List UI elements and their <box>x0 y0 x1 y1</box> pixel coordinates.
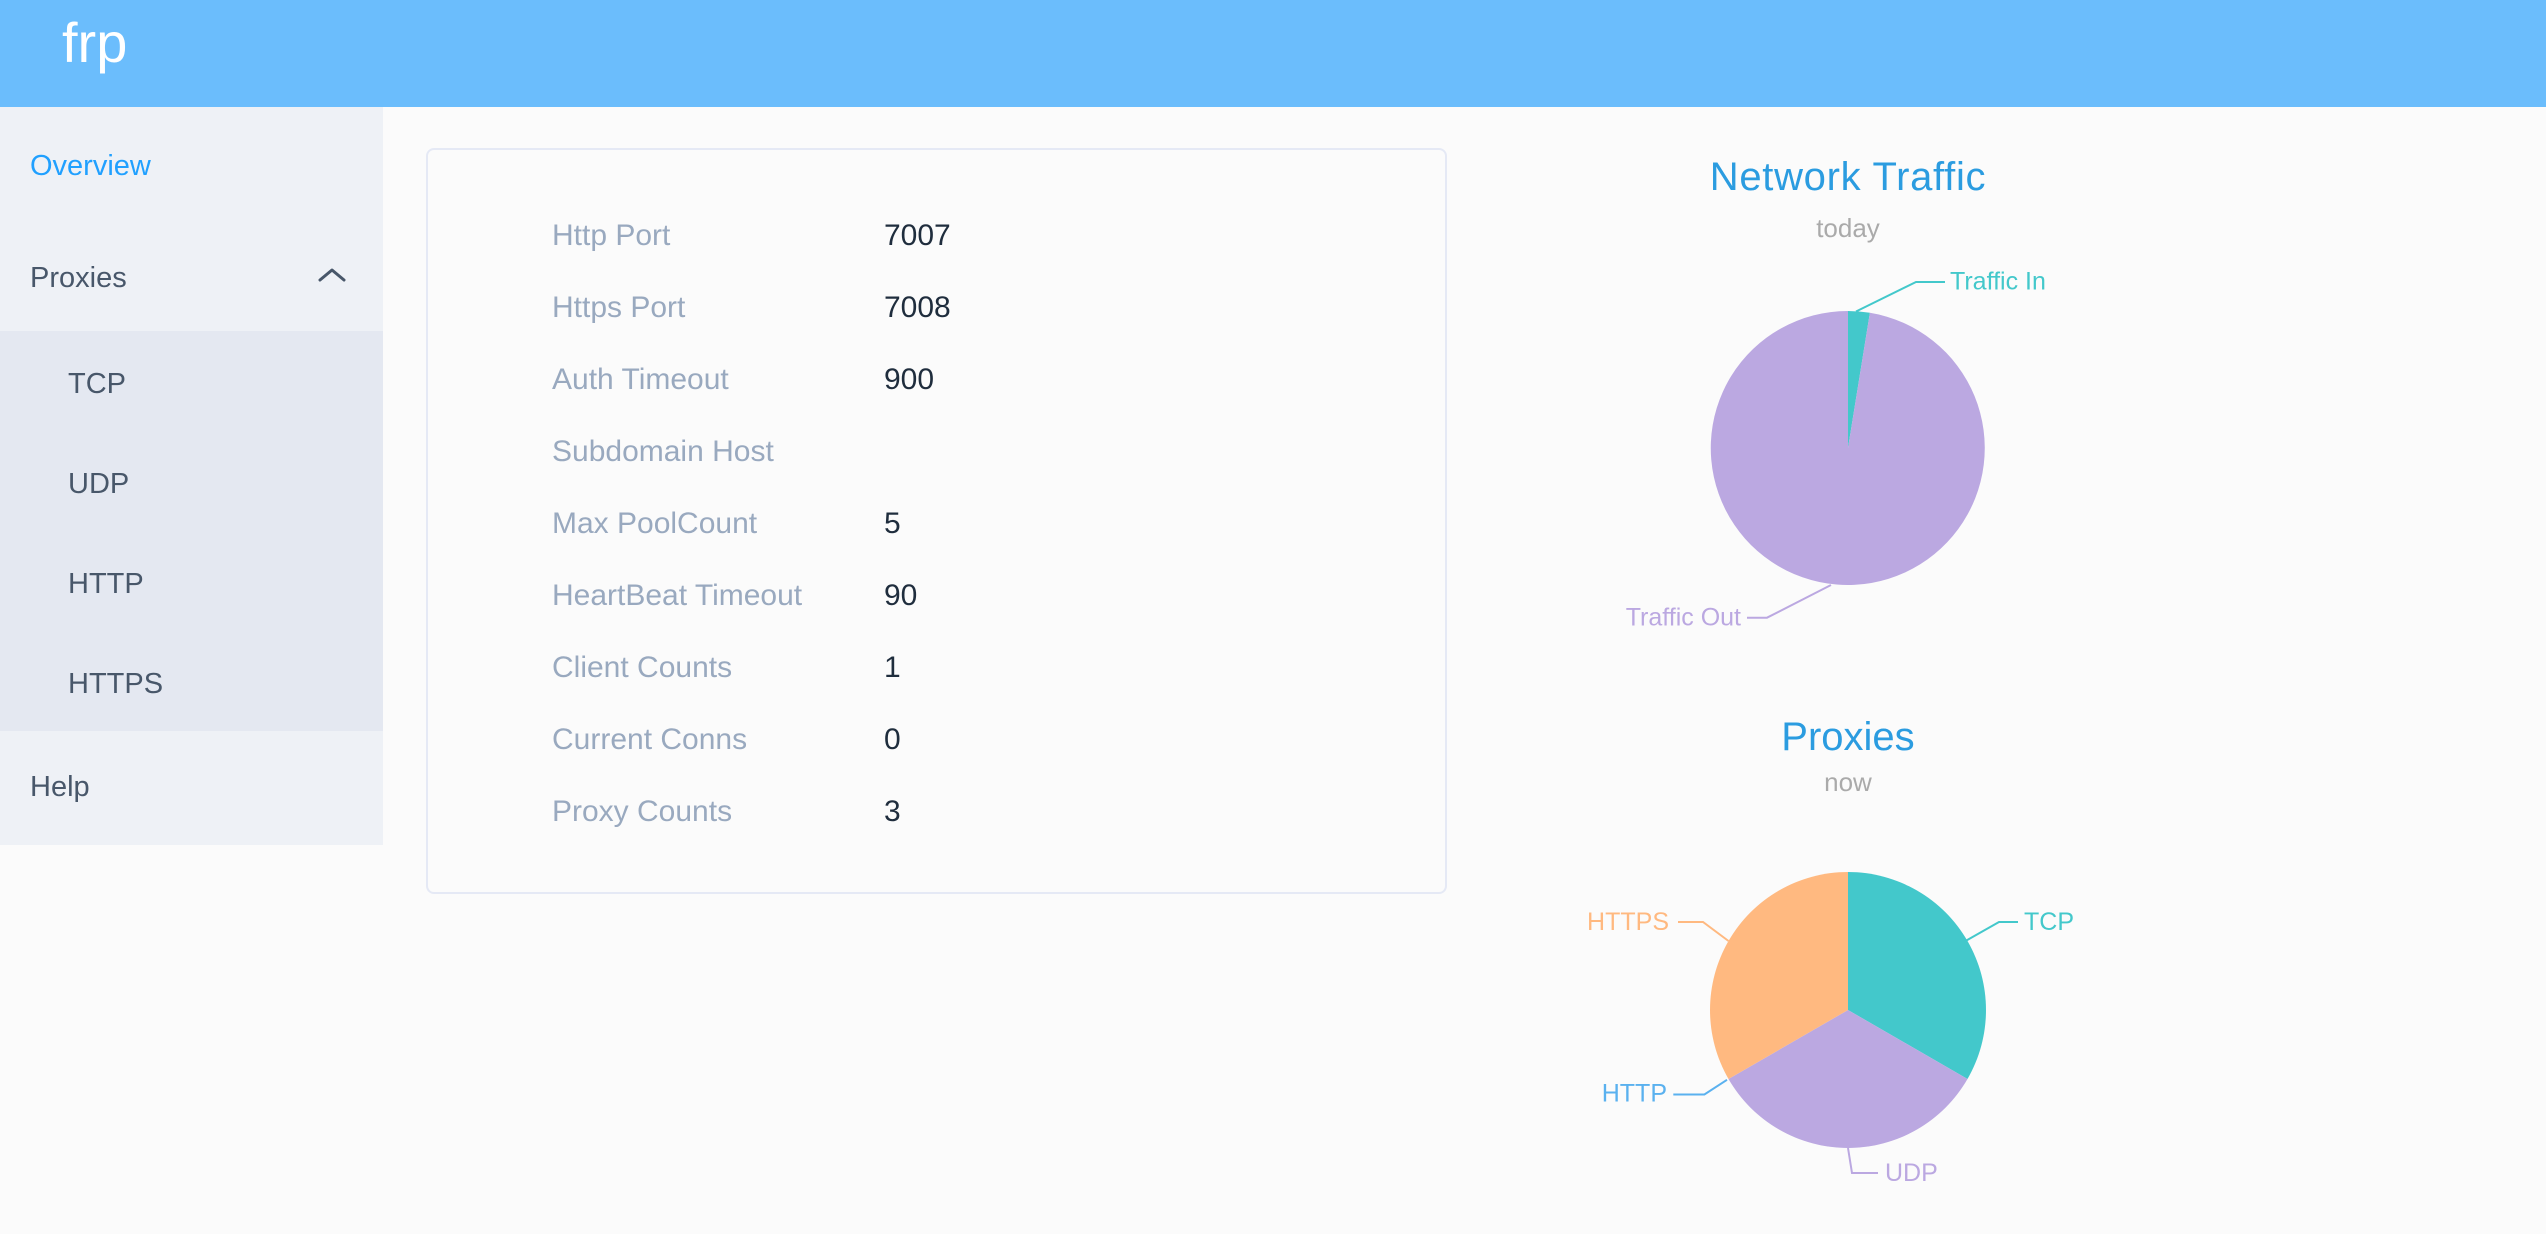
svg-text:TCP: TCP <box>2024 908 2074 936</box>
svg-text:Network Traffic: Network Traffic <box>1710 155 1987 199</box>
svg-text:Proxies: Proxies <box>1781 715 1914 759</box>
svg-text:today: today <box>1816 213 1880 243</box>
svg-text:HTTP: HTTP <box>1602 1080 1667 1108</box>
svg-text:Traffic In: Traffic In <box>1950 268 2046 296</box>
svg-text:HTTPS: HTTPS <box>1587 908 1669 936</box>
svg-text:Traffic Out: Traffic Out <box>1626 604 1741 632</box>
svg-text:UDP: UDP <box>1885 1159 1938 1187</box>
svg-text:now: now <box>1824 767 1872 797</box>
